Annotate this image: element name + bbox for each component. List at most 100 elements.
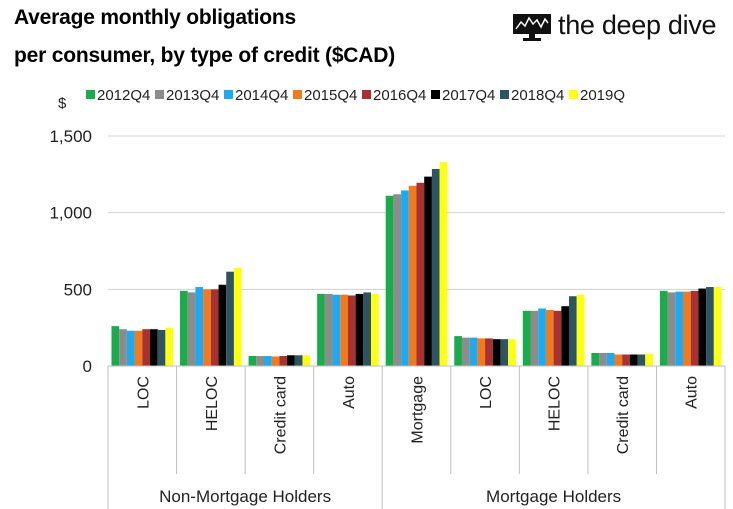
bar-2016Q4: [416, 182, 425, 366]
bar-2016Q4: [279, 356, 288, 366]
chart-title-line1: Average monthly obligations: [14, 6, 297, 29]
x-tick-label: Credit card: [615, 376, 632, 454]
bar-2013Q4: [187, 292, 196, 366]
bar-2017Q4: [629, 354, 638, 366]
bar-2016Q4: [142, 329, 150, 366]
legend-label: 2018Q4: [511, 87, 564, 104]
bar-2012Q4: [454, 336, 462, 366]
bar-2013Q4: [599, 352, 607, 366]
legend-label: 2015Q4: [304, 87, 357, 104]
bar-2018Q4: [431, 168, 440, 366]
x-tick-label: LOC: [478, 376, 495, 409]
bar-2019Q: [165, 327, 174, 366]
monitor-chart-icon: [512, 13, 552, 41]
legend-swatch: [431, 90, 440, 99]
bar-2014Q4: [401, 190, 409, 366]
bar-2019Q: [302, 355, 311, 366]
legend-swatch: [500, 90, 509, 99]
bar-2019Q: [233, 267, 242, 366]
bar-2019Q: [508, 339, 516, 366]
x-tick-label: HELOC: [547, 376, 564, 431]
legend-swatch: [155, 90, 164, 99]
chart-title-line2: per consumer, by type of credit ($CAD): [14, 44, 395, 67]
bar-2017Q4: [698, 288, 707, 366]
y-tick-label: 1,500: [49, 127, 92, 146]
bar-2013Q4: [119, 329, 127, 366]
bar-2019Q: [439, 162, 448, 366]
bar-2012Q4: [591, 352, 600, 366]
bar-2019Q: [576, 294, 585, 366]
bar-2018Q4: [500, 339, 509, 366]
bar-2014Q4: [538, 308, 546, 366]
y-tick-label: 1,000: [49, 204, 92, 223]
bar-2014Q4: [675, 291, 684, 366]
bar-2012Q4: [659, 290, 668, 366]
bar-2017Q4: [218, 284, 227, 366]
legend-label: 2019Q: [580, 87, 625, 104]
bar-2014Q4: [126, 330, 135, 366]
legend-swatch: [224, 90, 233, 99]
bar-2014Q4: [263, 356, 272, 366]
bar-2012Q4: [111, 326, 120, 366]
bar-2012Q4: [248, 356, 257, 366]
bar-2012Q4: [385, 195, 394, 366]
bar-2013Q4: [324, 293, 333, 366]
bar-2013Q4: [256, 356, 264, 366]
bar-2018Q4: [363, 292, 372, 366]
legend-swatch: [362, 90, 371, 99]
x-tick-label: Auto: [341, 376, 358, 409]
bar-2015Q4: [408, 185, 417, 366]
y-axis-label: $: [58, 95, 67, 112]
group-label: Mortgage Holders: [486, 487, 621, 506]
legend-label: 2012Q4: [97, 87, 150, 104]
bar-2015Q4: [340, 294, 348, 366]
bar-2016Q4: [347, 295, 356, 366]
x-tick-label: LOC: [135, 376, 152, 409]
bar-2018Q4: [569, 296, 577, 366]
bar-2015Q4: [614, 354, 623, 366]
bar-2015Q4: [683, 291, 691, 366]
bar-2013Q4: [667, 292, 676, 366]
bar-2013Q4: [461, 337, 470, 366]
bar-2018Q4: [157, 329, 166, 366]
bar-2014Q4: [606, 352, 615, 366]
group-label: Non-Mortgage Holders: [159, 487, 331, 506]
bar-2017Q4: [149, 329, 158, 366]
bar-2017Q4: [287, 355, 295, 366]
legend-label: 2016Q4: [373, 87, 426, 104]
bar-2015Q4: [271, 356, 280, 366]
bar-2015Q4: [134, 330, 143, 366]
bar-2014Q4: [195, 287, 204, 366]
bar-2018Q4: [706, 287, 714, 366]
logo: the deep dive: [512, 10, 717, 41]
logo-text: the deep dive: [558, 10, 717, 40]
bar-2015Q4: [477, 338, 486, 366]
y-tick-label: 500: [64, 280, 92, 299]
legend-swatch: [86, 90, 95, 99]
legend-label: 2017Q4: [442, 87, 495, 104]
bar-2017Q4: [355, 293, 364, 366]
y-tick-label: 0: [83, 357, 92, 376]
bar-2017Q4: [492, 339, 501, 366]
x-tick-label: HELOC: [204, 376, 221, 431]
legend-label: 2013Q4: [166, 87, 219, 104]
bar-2013Q4: [393, 194, 402, 366]
bar-2014Q4: [332, 294, 341, 366]
bar-2014Q4: [469, 337, 478, 366]
bar-2016Q4: [210, 289, 219, 366]
bar-2012Q4: [317, 293, 325, 366]
bar-2016Q4: [690, 290, 699, 366]
bar-2019Q: [371, 293, 379, 366]
x-tick-label: Auto: [684, 376, 701, 409]
legend-swatch: [569, 90, 578, 99]
bar-2015Q4: [203, 289, 211, 366]
bar-2016Q4: [622, 354, 630, 366]
bar-2012Q4: [522, 310, 531, 366]
bar-2017Q4: [424, 176, 432, 366]
bar-2015Q4: [545, 310, 554, 366]
bar-2018Q4: [226, 271, 234, 366]
bar-2019Q: [645, 353, 653, 366]
bar-2018Q4: [637, 354, 646, 366]
bar-2016Q4: [553, 310, 562, 366]
